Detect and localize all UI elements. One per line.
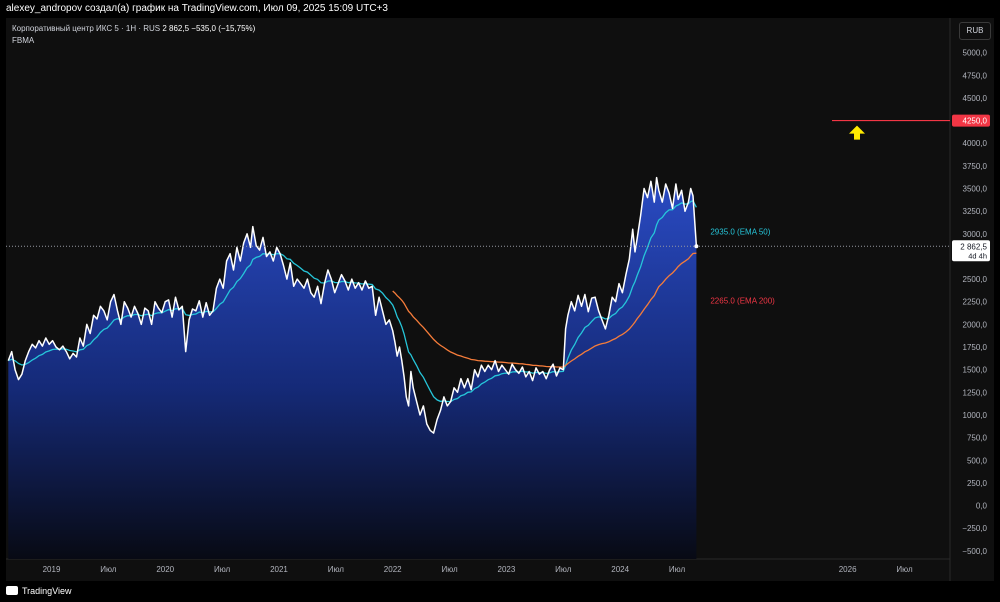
y-tick-label: 750,0 [967,434,988,443]
y-tick-label: 4500,0 [963,94,988,103]
y-tick-label: 3500,0 [963,185,988,194]
ema200-label: 2265.0 (EMA 200) [710,296,775,305]
y-tick-label: −500,0 [962,547,987,556]
current-price-tag[interactable] [952,240,990,262]
currency-button[interactable]: RUB [959,22,991,40]
alert-price-tag[interactable] [952,114,990,127]
tradingview-logo-icon [6,586,18,595]
chart-panel[interactable]: 2935.0 (EMA 50) 2265.0 (EMA 200) 5000,0 475… [6,18,994,581]
ema50-label: 2935.0 (EMA 50) [710,228,770,237]
x-tick-label: 2022 [384,565,402,574]
x-tick-label: Июл [555,565,572,574]
x-tick-label: Июл [441,565,458,574]
x-tick-label: 2021 [270,565,288,574]
y-tick-label: 3750,0 [963,162,988,171]
indicator-label[interactable]: FBMA [12,36,35,45]
y-tick-label: 3250,0 [963,207,988,216]
x-tick-label: Июл [896,565,913,574]
y-tick-label: 2500,0 [963,275,988,284]
y-tick-label: 1750,0 [963,343,988,352]
y-tick-label: 500,0 [967,456,988,465]
y-tick-label: 2000,0 [963,320,988,329]
y-tick-label: 1250,0 [963,388,988,397]
x-tick-label: Июл [100,565,117,574]
y-tick-label: 4750,0 [963,71,988,80]
y-tick-label: 4000,0 [963,139,988,148]
brand-name: TradingView [22,586,72,596]
y-tick-label: 3000,0 [963,230,988,239]
y-tick-label: 2250,0 [963,298,988,307]
symbol-title[interactable]: Корпоративный центр ИКС 5 · 1Н · RUS [12,24,161,33]
y-tick-label: 1500,0 [963,366,988,375]
current-price-tag-countdown: 4d 4h [968,251,987,260]
price-change: −535,0 (−15,75%) [191,24,256,33]
y-tick-label: 5000,0 [963,49,988,58]
price-chart[interactable]: 2935.0 (EMA 50) 2265.0 (EMA 200) 5000,0 475… [6,18,994,581]
x-tick-label: 2020 [156,565,174,574]
y-tick-label: 1000,0 [963,411,988,420]
x-tick-label: 2019 [43,565,61,574]
x-tick-label: Июл [669,565,686,574]
price-line[interactable] [7,176,698,434]
alert-price-tag-label: 4250,0 [963,117,988,126]
footer-bar [0,581,1000,602]
y-tick-label: 0,0 [976,502,988,511]
chart-legend: Корпоративный центр ИКС 5 · 1Н · RUS 2 8… [12,23,255,47]
y-tick-label: −250,0 [962,524,987,533]
x-tick-label: 2026 [839,565,857,574]
current-price-tag-value: 2 862,5 [960,242,987,251]
current-price-marker [694,244,699,249]
last-price: 2 862,5 [162,24,190,33]
x-tick-label: 2024 [611,565,629,574]
x-tick-label: 2023 [498,565,516,574]
price-area-fill [8,177,697,559]
ema200-line[interactable] [392,252,697,368]
chart-attribution: alexey_andropov создал(а) график на Trad… [0,0,1000,18]
x-tick-label: Июл [328,565,345,574]
ema50-line[interactable] [8,200,697,403]
tradingview-logo[interactable]: TradingView [6,585,72,598]
up-arrow-icon [849,125,865,140]
y-tick-label: 250,0 [967,479,988,488]
x-tick-label: Июл [214,565,231,574]
